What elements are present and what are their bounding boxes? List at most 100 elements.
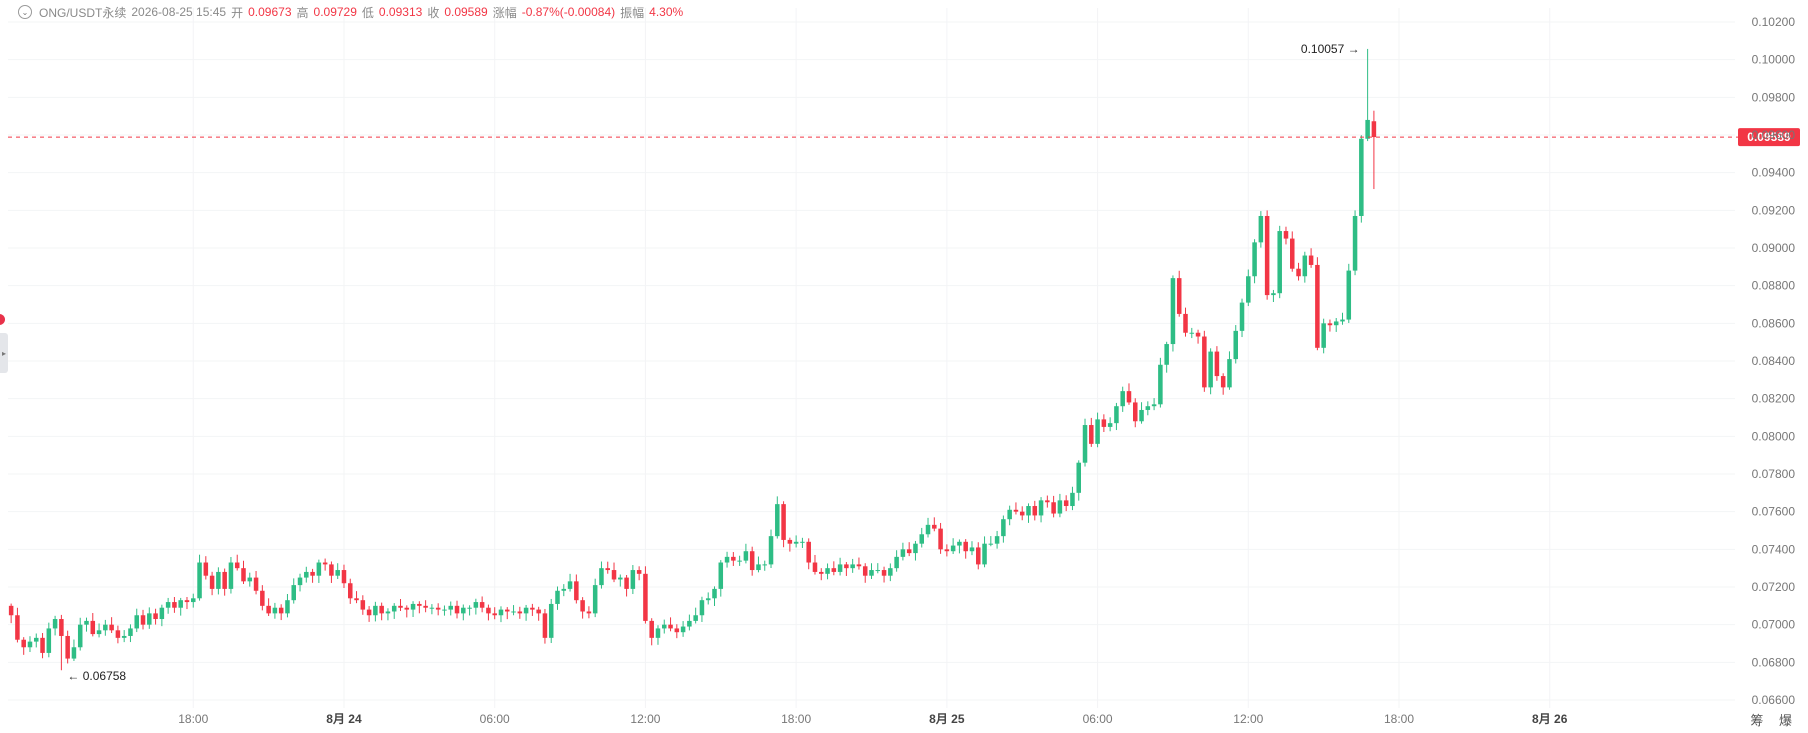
candle-down — [241, 568, 246, 582]
candle-up — [661, 624, 667, 629]
candle-up — [705, 598, 711, 601]
candle-up — [1114, 406, 1119, 424]
candle-up — [894, 556, 899, 569]
candle-down — [1289, 238, 1295, 269]
candle-up — [1359, 138, 1364, 216]
candle-down — [975, 547, 981, 565]
candle-up — [592, 585, 598, 614]
candle-up — [548, 603, 554, 638]
candle-up — [1007, 509, 1012, 520]
candle-down — [115, 630, 121, 638]
y-tick-label: 0.08000 — [1752, 429, 1796, 443]
candle-up — [1145, 406, 1151, 410]
candle-down — [749, 551, 755, 571]
candle-up — [134, 615, 140, 629]
candle-up — [1082, 425, 1088, 463]
candle-down — [1132, 402, 1138, 422]
price-axis[interactable]: 0.06600 0.06800 0.07000 0.07200 0.07400 0.076… — [1752, 15, 1796, 707]
candle-down — [818, 571, 824, 574]
corner-tools[interactable]: 筹 爆 — [1750, 713, 1798, 728]
amplitude-label: 振幅 — [620, 5, 645, 20]
candle-down — [310, 571, 315, 576]
candle-up — [718, 562, 724, 589]
candle-up — [1120, 391, 1125, 407]
candle-down — [1371, 121, 1377, 138]
y-tick-label: 0.09000 — [1752, 241, 1796, 255]
amplitude-value: 4.30% — [649, 5, 684, 19]
x-tick-label: 12:00 — [630, 712, 660, 726]
candle-down — [184, 600, 190, 603]
candle-up — [297, 577, 303, 586]
candle-down — [731, 556, 736, 561]
change-label: 涨幅 — [492, 5, 517, 20]
candle-up — [869, 570, 874, 576]
candle-up — [1001, 519, 1006, 537]
candle-down — [643, 573, 648, 621]
candle-down — [172, 602, 177, 608]
current-price-text: 0.09589 — [1747, 130, 1791, 144]
candle-down — [354, 598, 359, 601]
candle-down — [1195, 332, 1201, 337]
alert-dot[interactable] — [0, 314, 5, 325]
candle-up — [147, 613, 152, 625]
candle-up — [498, 609, 504, 616]
chevron-right-icon: ▸ — [1, 348, 6, 358]
close-value: 0.09589 — [444, 5, 488, 19]
candle-down — [636, 570, 642, 574]
candle-up — [1107, 423, 1113, 427]
candle-down — [963, 541, 968, 552]
candle-up — [768, 536, 774, 565]
candle-up — [800, 541, 805, 543]
time-axis[interactable]: 18:00 8月 24 06:00 12:00 18:00 8月 25 06:00 12:00… — [178, 712, 1567, 726]
candle-down — [1315, 264, 1320, 348]
candle-up — [555, 590, 560, 604]
candle-up — [850, 564, 855, 569]
candle-up — [1271, 293, 1276, 296]
candle-down — [423, 605, 428, 608]
x-tick-label: 18:00 — [781, 712, 811, 726]
candle-down — [253, 577, 259, 591]
candle-down — [15, 615, 20, 640]
candle-down — [605, 568, 611, 571]
candle-up — [165, 602, 171, 608]
x-tick-label: 8月 25 — [929, 712, 965, 726]
candle-up — [1252, 242, 1257, 277]
candle-up — [1038, 500, 1044, 516]
symbol-label[interactable]: ONG/USDT永续 — [39, 5, 127, 20]
candle-up — [71, 647, 77, 659]
side-panel-toggle[interactable]: ▸ — [0, 333, 8, 373]
candle-up — [994, 536, 1000, 544]
candle-down — [8, 605, 14, 616]
candle-down — [1214, 351, 1220, 377]
candle-up — [925, 524, 931, 535]
candle-down — [1220, 376, 1226, 388]
candle-up — [743, 551, 749, 561]
candle-down — [492, 613, 497, 616]
close-label: 收 — [427, 5, 440, 20]
y-tick-label: 0.07000 — [1752, 618, 1796, 632]
candle-down — [504, 609, 510, 612]
candle-up — [762, 564, 768, 566]
x-tick-label: 8月 24 — [326, 712, 362, 726]
candle-down — [341, 570, 347, 584]
candle-down — [649, 620, 654, 638]
candle-up — [410, 603, 416, 610]
candle-up — [1346, 270, 1352, 320]
collapse-chevron-icon[interactable]: ⌄ — [18, 5, 32, 19]
candle-down — [1045, 500, 1050, 503]
candle-down — [580, 600, 585, 612]
candle-up — [699, 600, 705, 616]
candle-up — [391, 605, 397, 612]
candle-up — [687, 620, 692, 627]
candle-up — [473, 602, 479, 608]
candle-up — [103, 624, 108, 631]
max-price-label: 0.10057 → — [1301, 42, 1360, 56]
candle-up — [693, 615, 698, 621]
y-tick-label: 0.08200 — [1752, 392, 1796, 406]
ohlc-header: ⌄ ONG/USDT永续 2026-08-25 15:45 开 0.09673 … — [18, 4, 683, 20]
y-tick-label: 0.08400 — [1752, 354, 1796, 368]
y-tick-label: 0.08800 — [1752, 279, 1796, 293]
candle-up — [919, 534, 925, 544]
candle-down — [668, 624, 673, 629]
